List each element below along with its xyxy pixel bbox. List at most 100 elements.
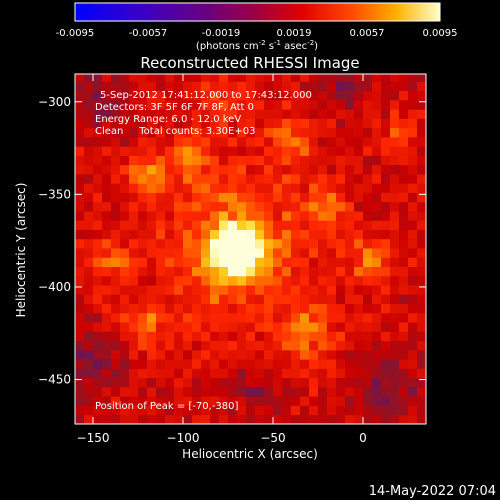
heatmap-cell	[345, 164, 355, 175]
heatmap-cell	[282, 109, 292, 119]
heatmap-cell	[246, 414, 256, 424]
heatmap-cell	[201, 414, 211, 424]
heatmap-cell	[354, 359, 364, 369]
heatmap-cell	[345, 257, 355, 267]
heatmap-cell	[273, 386, 283, 397]
heatmap-cell	[210, 127, 220, 138]
heatmap-cell	[381, 266, 391, 277]
heatmap-cell	[300, 164, 310, 175]
heatmap-cell	[255, 331, 265, 342]
heatmap-cell	[228, 229, 238, 240]
heatmap-cell	[372, 155, 382, 166]
heatmap-cell	[129, 201, 139, 212]
heatmap-cell	[345, 414, 355, 424]
heatmap-cell	[390, 74, 400, 82]
heatmap-cell	[399, 118, 409, 129]
heatmap-cell	[264, 405, 274, 416]
heatmap-cell	[354, 377, 364, 388]
heatmap-cell	[399, 340, 409, 351]
heatmap-cell	[390, 359, 400, 369]
heatmap-cell	[264, 136, 274, 147]
heatmap-cell	[237, 340, 247, 351]
heatmap-cell	[318, 155, 328, 166]
heatmap-cell	[93, 127, 103, 138]
heatmap-cell	[372, 164, 382, 175]
heatmap-cell	[201, 368, 211, 379]
heatmap-cell	[291, 396, 301, 406]
heatmap-cell	[336, 303, 346, 314]
heatmap-cell	[147, 340, 157, 351]
heatmap-cell	[111, 136, 121, 147]
heatmap-cell	[363, 331, 373, 342]
heatmap-cell	[381, 312, 391, 323]
heatmap-cell	[129, 257, 139, 267]
heatmap-cell	[417, 349, 426, 360]
heatmap-cell	[156, 359, 166, 369]
heatmap-cell	[327, 183, 337, 193]
heatmap-cell	[228, 386, 238, 397]
heatmap-cell	[381, 136, 391, 147]
heatmap-cell	[246, 201, 256, 212]
heatmap-cell	[300, 257, 310, 267]
heatmap-cell	[120, 396, 130, 406]
heatmap-cell	[183, 99, 193, 110]
heatmap-cell	[192, 183, 202, 193]
heatmap-cell	[246, 386, 256, 397]
heatmap-cell	[102, 109, 112, 119]
heatmap-cell	[318, 118, 328, 129]
heatmap-cell	[102, 127, 112, 138]
heatmap-cell	[336, 201, 346, 212]
heatmap-cell	[282, 331, 292, 342]
heatmap-cell	[84, 368, 94, 379]
heatmap-cell	[291, 155, 301, 166]
heatmap-cell	[120, 146, 130, 156]
heatmap-cell	[363, 174, 373, 184]
heatmap-cell	[165, 201, 175, 212]
heatmap-cell	[417, 303, 426, 314]
heatmap-cell	[192, 201, 202, 212]
heatmap-cell	[255, 238, 265, 249]
heatmap-cell	[201, 359, 211, 369]
heatmap-cell	[372, 386, 382, 397]
heatmap-cell	[174, 211, 184, 221]
heatmap-cell	[219, 322, 229, 332]
heatmap-cell	[84, 312, 94, 323]
colorbar-tick-label: 0.0057	[350, 28, 385, 39]
heatmap-cell	[129, 368, 139, 379]
heatmap-cell	[291, 275, 301, 286]
annotation-block: 5-Sep-2012 17:41:12.000 to 17:43:12.000 …	[95, 90, 312, 137]
heatmap-cell	[327, 146, 337, 156]
heatmap-cell	[165, 155, 175, 166]
heatmap-cell	[93, 312, 103, 323]
colorbar-ticks: -0.0095 -0.0057 -0.0019 0.0019 0.0057 0.0095	[56, 28, 458, 39]
heatmap-cell	[363, 238, 373, 249]
heatmap-cell	[300, 275, 310, 286]
heatmap-cell	[291, 322, 301, 332]
heatmap-cell	[390, 266, 400, 277]
heatmap-cell	[408, 386, 418, 397]
heatmap-cell	[156, 118, 166, 129]
heatmap-cell	[372, 414, 382, 424]
heatmap-cell	[75, 211, 85, 221]
heatmap-cell	[102, 285, 112, 295]
heatmap-cell	[93, 266, 103, 277]
heatmap-cell	[273, 275, 283, 286]
heatmap-cell	[183, 275, 193, 286]
heatmap-cell	[138, 192, 148, 203]
heatmap-cell	[345, 294, 355, 305]
heatmap-cell	[381, 340, 391, 351]
heatmap-cell	[300, 118, 310, 129]
heatmap-cell	[75, 220, 85, 230]
heatmap-cell	[291, 74, 301, 82]
heatmap-cell	[309, 174, 319, 184]
heatmap-cell	[372, 229, 382, 240]
heatmap-cell	[201, 396, 211, 406]
heatmap-cell	[228, 220, 238, 230]
heatmap-cell	[156, 275, 166, 286]
heatmap-cell	[165, 238, 175, 249]
heatmap-cell	[336, 331, 346, 342]
heatmap-cell	[408, 201, 418, 212]
heatmap-cell	[300, 201, 310, 212]
heatmap-cell	[318, 99, 328, 110]
heatmap-cell	[102, 257, 112, 267]
